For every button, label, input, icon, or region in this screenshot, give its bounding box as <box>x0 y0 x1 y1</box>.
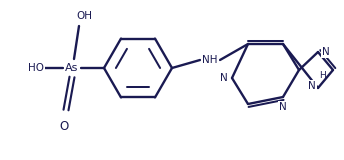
Text: N: N <box>322 47 330 57</box>
Text: N: N <box>308 81 316 91</box>
Text: HO: HO <box>28 63 44 73</box>
Text: O: O <box>60 120 68 133</box>
Text: N: N <box>279 102 287 112</box>
Text: H: H <box>320 71 326 80</box>
Text: N: N <box>220 73 228 83</box>
Text: OH: OH <box>76 11 92 21</box>
Text: As: As <box>65 63 79 73</box>
Text: NH: NH <box>202 55 218 65</box>
